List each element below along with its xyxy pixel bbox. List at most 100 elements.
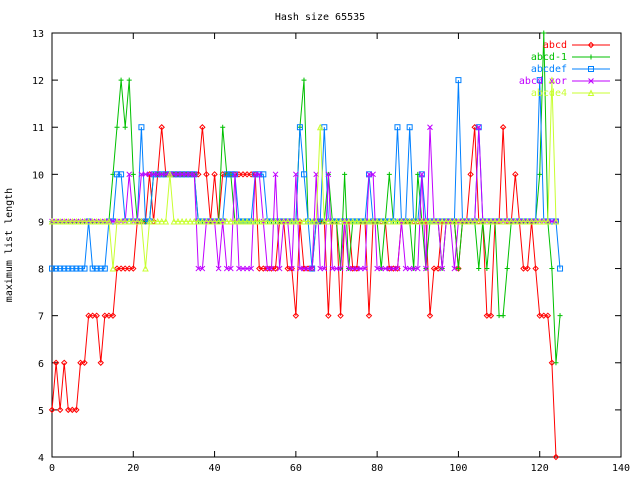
data-point — [365, 217, 373, 225]
data-point — [203, 217, 210, 225]
data-point — [446, 217, 454, 225]
data-point — [56, 217, 64, 225]
data-point — [118, 77, 124, 83]
data-point — [142, 264, 149, 272]
data-point — [366, 171, 372, 178]
data-point — [476, 266, 482, 272]
data-point — [113, 265, 121, 272]
data-point — [337, 312, 344, 319]
data-point — [89, 312, 96, 319]
data-point — [117, 217, 125, 225]
data-point — [114, 124, 120, 130]
data-point — [386, 171, 392, 177]
data-point — [537, 171, 543, 177]
data-point — [406, 265, 413, 272]
data-point — [256, 171, 263, 178]
series-abcd-xor — [49, 124, 559, 272]
data-point — [541, 30, 547, 36]
data-point — [227, 171, 234, 178]
data-point — [374, 265, 380, 272]
data-point — [316, 123, 324, 131]
data-point — [101, 217, 109, 225]
data-point — [309, 265, 315, 272]
data-point — [93, 265, 100, 272]
y-tick-label: 4 — [38, 453, 44, 464]
data-point — [377, 217, 385, 225]
data-point — [455, 77, 462, 84]
data-point — [203, 171, 210, 178]
data-point — [406, 124, 413, 131]
data-point — [175, 171, 181, 178]
data-point — [93, 217, 101, 225]
series-layer — [48, 30, 564, 461]
data-point — [49, 265, 55, 272]
data-point — [427, 124, 433, 131]
data-point — [320, 217, 328, 225]
data-point — [276, 217, 283, 225]
data-point — [60, 217, 68, 225]
data-point — [300, 217, 308, 225]
data-point — [532, 217, 539, 225]
data-point — [117, 265, 125, 272]
data-point — [349, 265, 356, 272]
data-point — [272, 217, 279, 225]
data-point — [312, 217, 320, 225]
data-point — [394, 265, 401, 272]
data-point — [126, 265, 133, 272]
data-point — [304, 217, 312, 225]
data-point — [85, 312, 92, 319]
data-point — [211, 171, 218, 178]
data-point — [342, 171, 348, 177]
data-point — [475, 124, 482, 131]
data-point — [426, 312, 434, 319]
data-point — [434, 265, 442, 272]
y-axis-label: maximum list length — [4, 188, 15, 302]
data-point — [398, 217, 405, 225]
data-point — [499, 217, 507, 225]
data-point — [414, 265, 421, 272]
data-point — [333, 265, 340, 272]
data-point — [207, 217, 214, 225]
data-point — [423, 265, 429, 272]
data-point — [463, 217, 470, 225]
data-point — [89, 265, 96, 272]
data-point — [190, 217, 198, 225]
data-point — [81, 359, 88, 366]
data-point — [284, 265, 291, 272]
data-point — [549, 266, 555, 272]
data-point — [292, 217, 300, 225]
data-point — [365, 312, 373, 319]
data-point — [77, 217, 84, 225]
series-line-abcd-1 — [52, 32, 561, 363]
data-point — [353, 265, 361, 272]
data-point — [182, 217, 190, 225]
data-point — [349, 265, 356, 272]
data-point — [504, 266, 510, 272]
data-point — [138, 171, 145, 178]
data-point — [390, 265, 397, 272]
data-point — [260, 217, 267, 225]
data-point — [130, 171, 136, 177]
data-point — [430, 265, 438, 272]
legend-marker — [588, 66, 594, 72]
data-point — [300, 171, 307, 178]
data-point — [353, 217, 361, 225]
plot-frame — [51, 32, 622, 458]
data-point — [288, 265, 295, 272]
data-point — [223, 217, 231, 225]
data-point — [236, 265, 242, 272]
data-point — [239, 217, 247, 225]
data-point — [268, 217, 275, 225]
data-point — [475, 217, 483, 225]
data-point — [293, 171, 299, 178]
x-tick-label: 40 — [209, 463, 221, 474]
data-point — [244, 265, 250, 272]
data-point — [325, 171, 332, 178]
data-point — [73, 406, 80, 414]
legend-marker — [588, 54, 594, 60]
legend-marker — [587, 89, 595, 96]
data-point — [60, 359, 68, 366]
data-point — [544, 312, 552, 319]
data-point — [174, 217, 182, 225]
